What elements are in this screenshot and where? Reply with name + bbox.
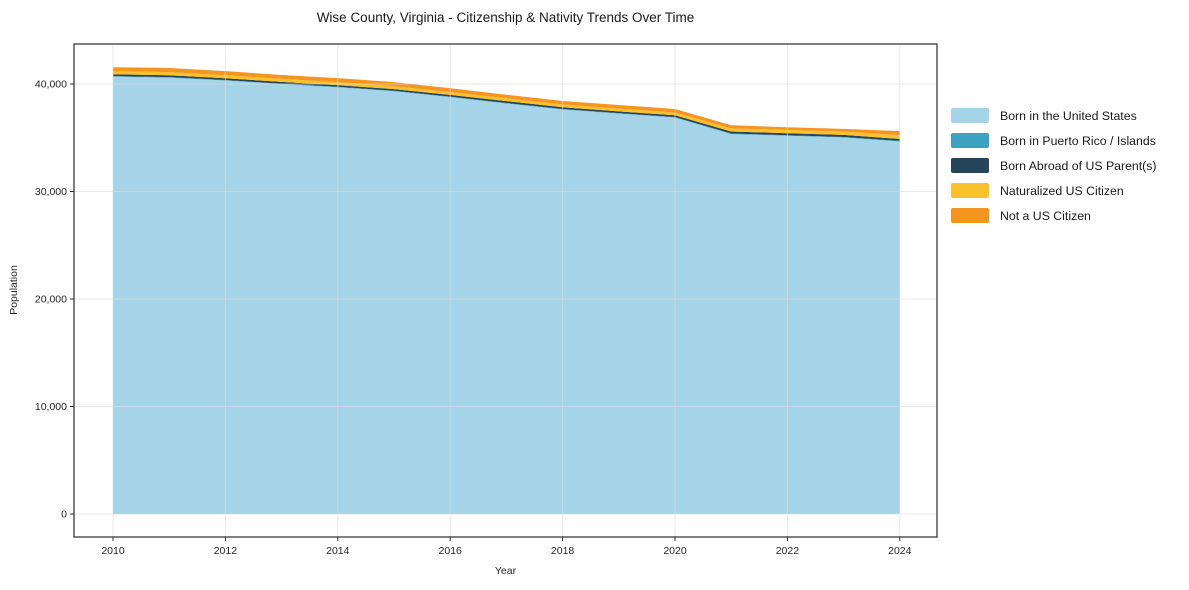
legend: Born in the United States Born in Puerto … [951, 108, 1157, 223]
x-tick-label: 2022 [776, 545, 800, 557]
legend-label: Not a US Citizen [1000, 208, 1091, 223]
area-naturalized [113, 71, 900, 139]
chart-title: Wise County, Virginia - Citizenship & Na… [316, 10, 695, 25]
area-born-abroad [113, 74, 900, 141]
legend-label: Naturalized US Citizen [1000, 183, 1124, 198]
plot-border [73, 43, 938, 538]
legend-item-born-pr-islands: Born in Puerto Rico / Islands [951, 133, 1157, 148]
legend-swatch-not-citizen [951, 208, 989, 223]
legend-swatch-naturalized [951, 183, 989, 198]
x-tick-label: 2010 [101, 545, 125, 557]
legend-item-naturalized: Naturalized US Citizen [951, 183, 1157, 198]
legend-label: Born in the United States [1000, 108, 1137, 123]
legend-swatch-born-us [951, 108, 989, 123]
legend-label: Born Abroad of US Parent(s) [1000, 158, 1157, 173]
y-tick-label: 10,000 [35, 401, 67, 413]
legend-label: Born in Puerto Rico / Islands [1000, 133, 1156, 148]
x-tick-label: 2020 [663, 545, 687, 557]
x-axis-label: Year [494, 565, 517, 577]
y-tick-label: 40,000 [35, 79, 67, 91]
legend-item-born-us: Born in the United States [951, 108, 1157, 123]
area-born-us [113, 76, 900, 514]
legend-swatch-born-abroad [951, 158, 989, 173]
x-tick-label: 2018 [551, 545, 575, 557]
x-tick-label: 2012 [214, 545, 238, 557]
legend-swatch-born-pr-islands [951, 133, 989, 148]
y-tick-label: 0 [61, 509, 67, 521]
legend-item-not-citizen: Not a US Citizen [951, 208, 1157, 223]
y-axis-label: Population [8, 265, 20, 315]
x-tick-label: 2016 [439, 545, 463, 557]
area-not-citizen [113, 67, 900, 136]
x-tick-label: 2014 [326, 545, 350, 557]
legend-item-born-abroad: Born Abroad of US Parent(s) [951, 158, 1157, 173]
y-tick-label: 20,000 [35, 294, 67, 306]
x-tick-label: 2024 [888, 545, 912, 557]
y-tick-label: 30,000 [35, 186, 67, 198]
